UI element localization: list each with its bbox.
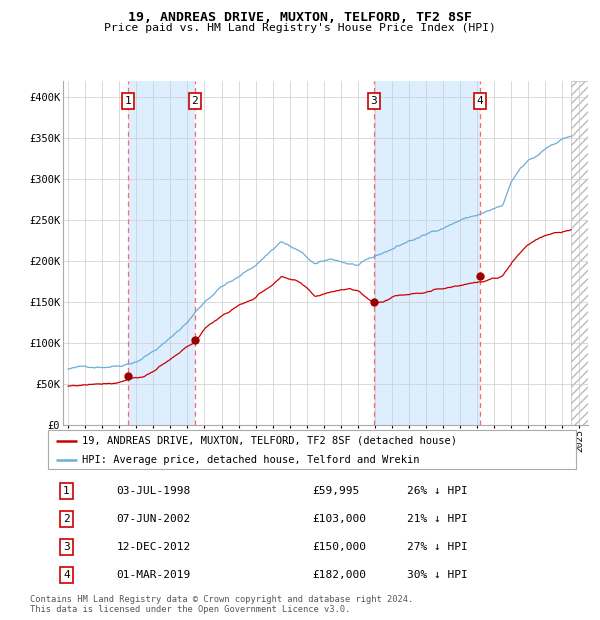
Text: 03-JUL-1998: 03-JUL-1998 [116, 486, 191, 496]
Text: This data is licensed under the Open Government Licence v3.0.: This data is licensed under the Open Gov… [30, 605, 350, 614]
Text: HPI: Average price, detached house, Telford and Wrekin: HPI: Average price, detached house, Telf… [82, 454, 420, 464]
Text: 2: 2 [191, 96, 199, 106]
Text: 07-JUN-2002: 07-JUN-2002 [116, 514, 191, 524]
Text: 4: 4 [477, 96, 484, 106]
Text: 12-DEC-2012: 12-DEC-2012 [116, 542, 191, 552]
Text: £150,000: £150,000 [312, 542, 366, 552]
Text: 27% ↓ HPI: 27% ↓ HPI [407, 542, 468, 552]
Text: Price paid vs. HM Land Registry's House Price Index (HPI): Price paid vs. HM Land Registry's House … [104, 23, 496, 33]
Text: 26% ↓ HPI: 26% ↓ HPI [407, 486, 468, 496]
Text: £103,000: £103,000 [312, 514, 366, 524]
Bar [374, 81, 480, 425]
Text: 1: 1 [63, 486, 70, 496]
Text: Contains HM Land Registry data © Crown copyright and database right 2024.: Contains HM Land Registry data © Crown c… [30, 595, 413, 604]
Text: 2: 2 [63, 514, 70, 524]
Text: 01-MAR-2019: 01-MAR-2019 [116, 570, 191, 580]
Bar [571, 81, 588, 425]
Text: 3: 3 [63, 542, 70, 552]
Text: 3: 3 [371, 96, 377, 106]
Text: 1: 1 [125, 96, 131, 106]
Text: 19, ANDREAS DRIVE, MUXTON, TELFORD, TF2 8SF: 19, ANDREAS DRIVE, MUXTON, TELFORD, TF2 … [128, 11, 472, 24]
Text: 21% ↓ HPI: 21% ↓ HPI [407, 514, 468, 524]
Text: 19, ANDREAS DRIVE, MUXTON, TELFORD, TF2 8SF (detached house): 19, ANDREAS DRIVE, MUXTON, TELFORD, TF2 … [82, 436, 457, 446]
Text: £59,995: £59,995 [312, 486, 359, 496]
Text: 4: 4 [63, 570, 70, 580]
Text: 30% ↓ HPI: 30% ↓ HPI [407, 570, 468, 580]
Text: £182,000: £182,000 [312, 570, 366, 580]
Bar [128, 81, 195, 425]
